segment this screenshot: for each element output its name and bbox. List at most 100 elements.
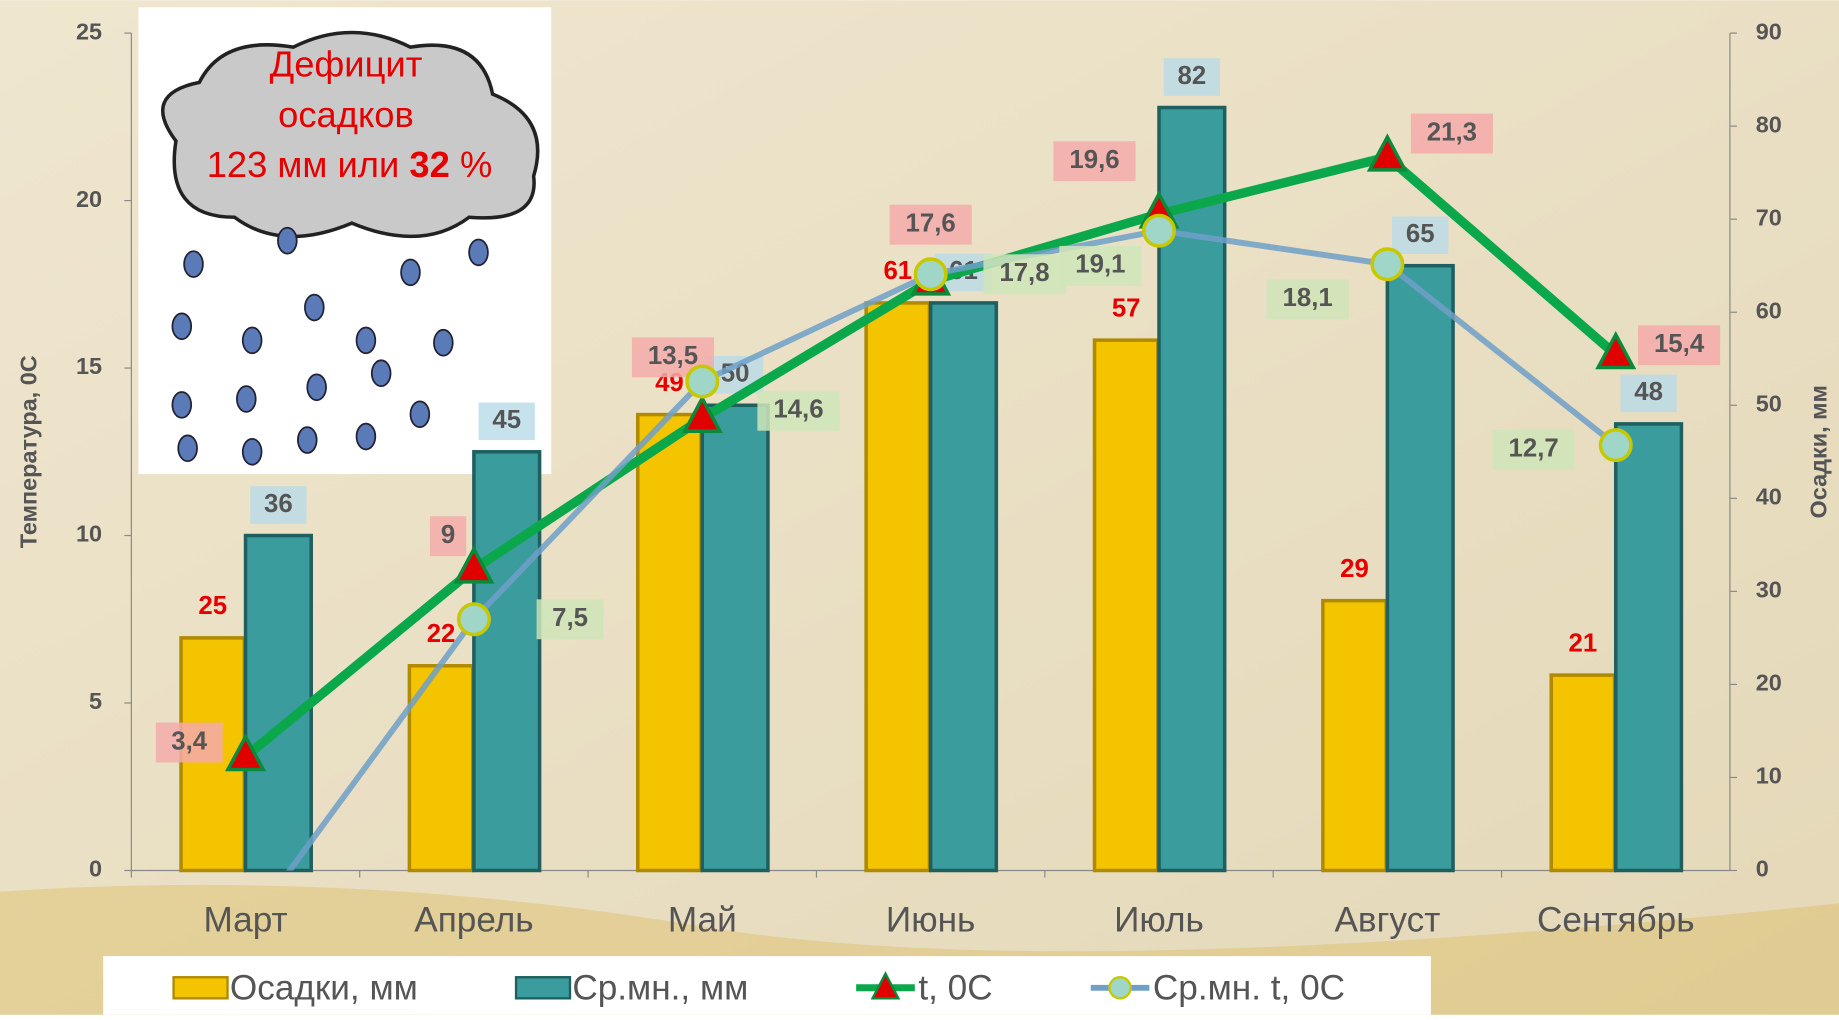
data-label-bg [536,599,604,640]
legend-label: Осадки, мм [230,968,418,1007]
y-axis-title: Температура, 0C [16,355,42,548]
y2-tick-label: 70 [1756,204,1782,230]
bar [928,301,999,873]
y-tick-label: 25 [76,18,102,44]
marker [685,364,720,399]
y2-tick-label: 60 [1756,297,1782,323]
data-label-bg [1163,58,1220,96]
bar [1549,673,1617,873]
legend-label: Ср.мн., мм [572,968,748,1007]
legend-swatch [870,971,901,1000]
data-label: 48 [1634,378,1663,406]
y2-tick-label: 40 [1756,484,1782,510]
data-label-bg [429,516,467,557]
bar [1092,338,1160,873]
data-label-bg [1392,216,1449,254]
y-tick-label: 15 [76,353,102,379]
rain-drops [171,226,489,466]
x-tick-label: Май [668,900,737,939]
annotation-text: 32 [409,143,449,184]
data-label: 12,7 [1509,435,1559,463]
marker [456,602,491,637]
data-label-bg [1059,245,1142,286]
cloud-annotation: Дефицит осадков 123 мм или 32 % [138,7,552,475]
data-label-bg [1266,279,1349,320]
data-label: 9 [441,521,455,549]
legend-item: Ср.мн., мм [514,968,748,1007]
marker [681,394,723,433]
bar [1385,263,1455,873]
legend-item: Осадки, мм [172,968,418,1007]
data-label: 15,4 [1654,330,1705,358]
data-label-bg [889,204,972,245]
annotation-text: Дефицит [270,44,423,85]
legend-label: Ср.мн. t, 0C [1153,968,1345,1007]
data-label-bg [1638,325,1721,366]
data-label: 21 [1569,629,1598,657]
data-label: 17,8 [999,259,1049,287]
y2-axis-title: Осадки, мм [1805,385,1831,518]
y-tick-label: 10 [76,521,102,547]
marker [1595,330,1637,370]
data-label: 3,4 [171,727,208,755]
annotation-text: осадков [278,94,414,135]
bar [636,412,703,873]
marker [1598,428,1633,463]
y2-tick-label: 30 [1756,577,1782,603]
data-label: 7,5 [552,604,588,632]
data-label-bg [1410,113,1493,154]
data-label: 25 [198,592,227,620]
data-label: 82 [1177,62,1206,90]
data-label: 21,3 [1427,118,1477,146]
legend-swatch [172,976,229,1000]
legend-label: t, 0C [918,968,992,1007]
data-label: 13,5 [648,342,698,370]
legend-item: t, 0C [856,968,993,1007]
data-label: 57 [1112,294,1141,322]
legend-swatch [1108,976,1132,1000]
data-label-bg [757,390,840,431]
bar [1321,598,1388,873]
y2-tick-label: 10 [1756,763,1782,789]
x-tick-label: Июль [1114,900,1204,939]
y-tick-label: 0 [89,856,102,882]
legend-item: Ср.мн. t, 0C [1090,968,1345,1007]
data-label: 36 [264,490,293,518]
data-label: 22 [427,620,456,648]
data-label-bg [1053,141,1136,182]
bar [1613,422,1684,873]
x-tick-label: Апрель [414,900,533,939]
data-label: 45 [492,406,521,434]
data-label: 18,1 [1283,284,1333,312]
data-label: 14,6 [773,396,823,424]
marker [453,545,495,584]
bar [864,301,932,873]
data-label-bg [1620,374,1677,413]
data-label-bg [983,254,1066,295]
data-label: 61 [883,257,912,285]
y2-tick-label: 90 [1756,18,1782,44]
y2-tick-label: 80 [1756,111,1782,137]
bar [700,403,770,873]
x-tick-label: Март [203,900,287,939]
y2-tick-label: 50 [1756,390,1782,416]
data-label: 19,6 [1069,146,1119,174]
legend-box [103,956,1431,1015]
bar [472,450,542,873]
marker [1366,133,1408,172]
marker [1370,247,1405,282]
data-label: 17,6 [906,209,956,237]
bar [243,533,313,873]
marker [913,257,948,292]
y-tick-label: 5 [89,688,102,714]
y-tick-label: 20 [76,186,102,212]
x-tick-label: Сентябрь [1537,900,1695,939]
legend-swatch [514,976,572,1000]
marker [1142,213,1177,248]
y2-tick-label: 0 [1756,856,1769,882]
data-label-bg [155,722,223,763]
annotation-text: 123 мм или [207,143,400,184]
data-label: 19,1 [1075,251,1125,279]
x-tick-label: Июнь [886,900,975,939]
